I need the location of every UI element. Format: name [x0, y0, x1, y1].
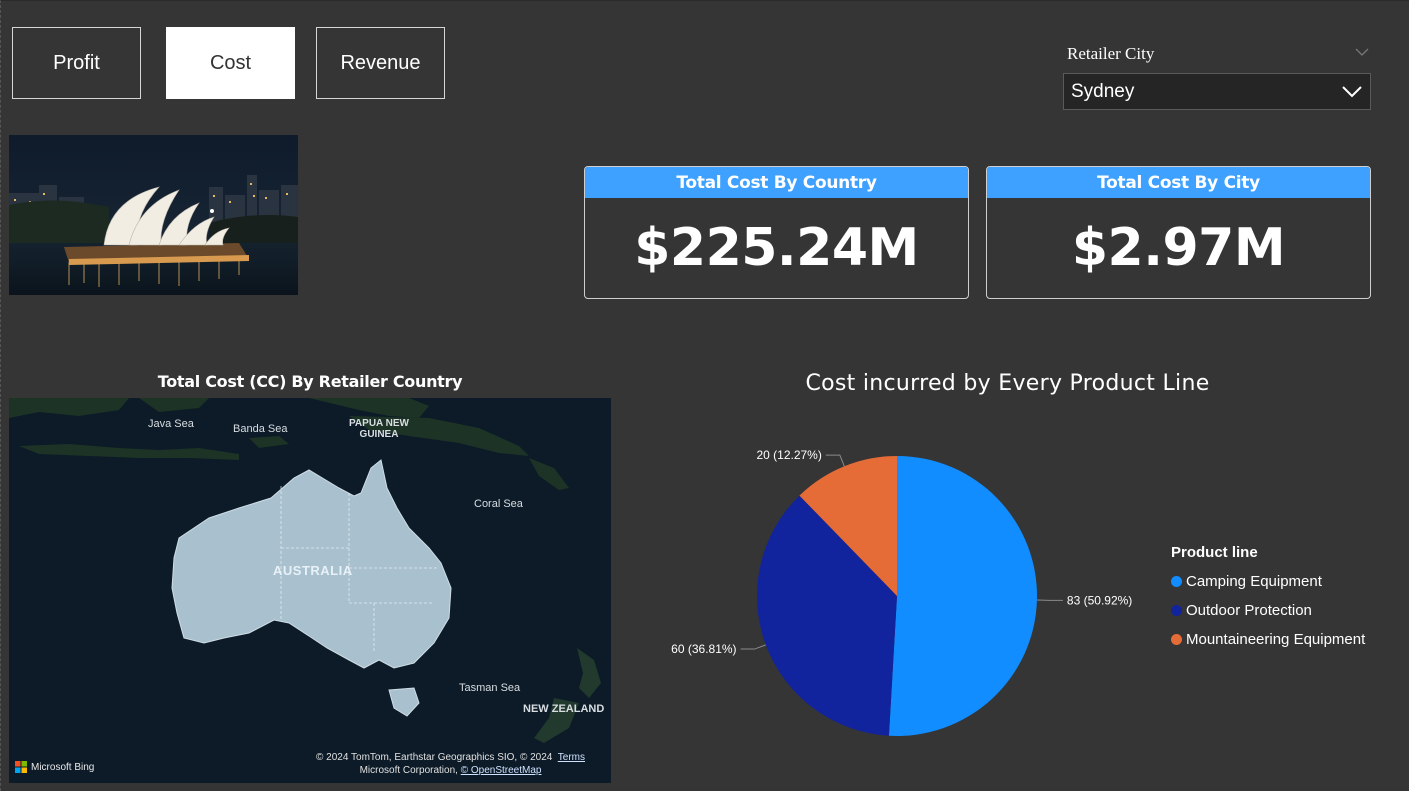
pie-data-label: 60 (36.81%)	[671, 642, 736, 656]
map-label-banda-sea: Banda Sea	[233, 423, 288, 435]
map-label-java-sea: Java Sea	[148, 418, 194, 430]
map-label-new-zealand: NEW ZEALAND	[523, 703, 605, 715]
map-label-tasman-sea: Tasman Sea	[459, 682, 521, 694]
pie-legend: Product line Camping Equipment Outdoor P…	[1171, 544, 1365, 654]
map-label-coral-sea: Coral Sea	[474, 498, 523, 510]
cost-button[interactable]: Cost	[166, 27, 295, 99]
map-label-papua-new-guinea: PAPUA NEW GUINEA	[349, 418, 409, 440]
map-copyright: © 2024 TomTom, Earthstar Geographics SIO…	[316, 752, 585, 776]
pie-leader-line	[740, 644, 766, 650]
openstreetmap-link[interactable]: © OpenStreetMap	[460, 765, 542, 776]
revenue-button[interactable]: Revenue	[316, 27, 445, 99]
microsoft-logo-icon	[15, 761, 27, 773]
map-title: Total Cost (CC) By Retailer Country	[157, 372, 463, 391]
pie-chart-title: Cost incurred by Every Product Line	[805, 371, 1210, 396]
collapse-chevron-icon[interactable]	[1355, 47, 1369, 57]
pie-slice-camping-equipment[interactable]	[888, 456, 1037, 736]
pie-chart[interactable]: 83 (50.92%) 60 (36.81%) 20 (12.27%)	[640, 430, 1160, 750]
map-label-australia: AUSTRALIA	[273, 563, 353, 578]
pie-slice-outdoor-protection[interactable]	[757, 495, 897, 736]
kpi-card-country-value: $225.24M	[634, 218, 919, 278]
kpi-card-city-value: $2.97M	[1071, 218, 1286, 278]
legend-item-mountaineering-equipment[interactable]: Mountaineering Equipment	[1171, 625, 1365, 654]
legend-marker	[1171, 634, 1182, 645]
retailer-city-dropdown[interactable]: Sydney	[1063, 73, 1371, 110]
kpi-card-country-title: Total Cost By Country	[585, 167, 968, 198]
kpi-card-country: Total Cost By Country $225.24M	[584, 166, 969, 299]
legend-title: Product line	[1171, 544, 1258, 561]
legend-item-camping-equipment[interactable]: Camping Equipment	[1171, 567, 1365, 596]
pie-leader-line	[825, 454, 845, 467]
dropdown-selected-value: Sydney	[1071, 80, 1135, 102]
profit-button[interactable]: Profit	[12, 27, 141, 99]
legend-marker	[1171, 576, 1182, 587]
slicer-title: Retailer City	[1067, 44, 1155, 63]
pie-data-label: 83 (50.92%)	[1067, 593, 1132, 607]
microsoft-bing-logo: Microsoft Bing	[15, 761, 94, 773]
legend-marker	[1171, 605, 1182, 616]
pie-slice-mountaineering-equipment[interactable]	[799, 456, 897, 596]
legend-item-outdoor-protection[interactable]: Outdoor Protection	[1171, 596, 1365, 625]
terms-link[interactable]: Terms	[557, 752, 585, 763]
kpi-card-city: Total Cost By City $2.97M	[986, 166, 1371, 299]
pie-data-label: 20 (12.27%)	[756, 448, 821, 462]
chevron-down-icon	[1342, 86, 1362, 98]
kpi-card-city-title: Total Cost By City	[987, 167, 1370, 198]
city-photo	[9, 135, 298, 295]
country-map[interactable]: Java Sea Banda Sea PAPUA NEW GUINEA Cora…	[9, 398, 611, 783]
